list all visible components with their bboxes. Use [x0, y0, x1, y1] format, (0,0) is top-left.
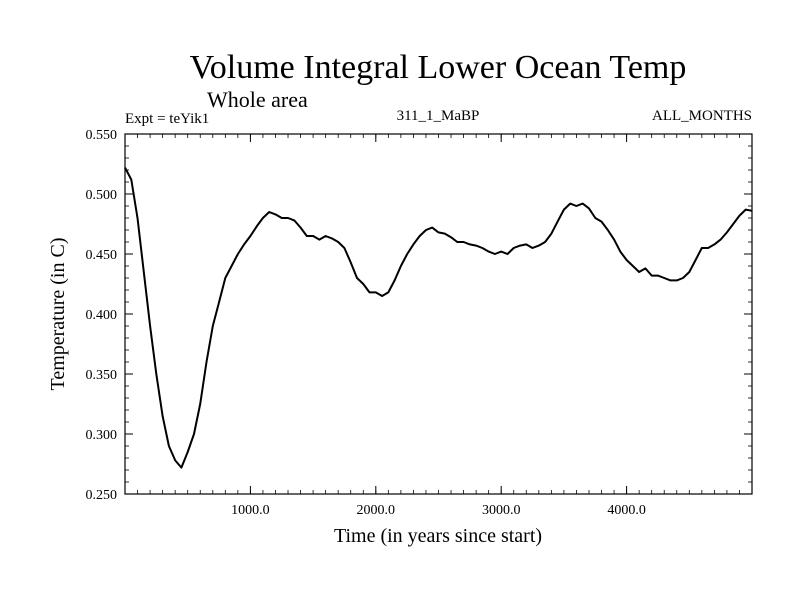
y-tick-label: 0.550	[86, 128, 118, 143]
y-tick-label: 0.350	[86, 368, 118, 383]
x-axis-label: Time (in years since start)	[334, 525, 542, 547]
chart-subtitle: Whole area	[207, 87, 308, 112]
y-tick-label: 0.400	[86, 308, 118, 323]
x-tick-label: 2000.0	[357, 503, 396, 518]
annotation-experiment: Expt = teYik1	[125, 111, 209, 127]
y-tick-label: 0.250	[86, 488, 118, 503]
chart-title: Volume Integral Lower Ocean Temp	[190, 49, 687, 86]
annotation-run-id: 311_1_MaBP	[397, 108, 480, 124]
x-tick-label: 1000.0	[231, 503, 270, 518]
annotation-months: ALL_MONTHS	[652, 108, 752, 124]
y-tick-label: 0.450	[86, 248, 118, 263]
x-tick-label: 3000.0	[482, 503, 521, 518]
y-tick-label: 0.300	[86, 428, 118, 443]
series-line	[124, 167, 753, 469]
x-tick-label: 4000.0	[607, 503, 646, 518]
series	[124, 167, 753, 469]
ticks: 0.250 0.300 0.350 0.400 0.450 0.500 0.550 1000.…	[86, 128, 753, 518]
y-tick-label: 0.500	[86, 188, 118, 203]
y-axis-label: Temperature (in C)	[47, 238, 69, 391]
